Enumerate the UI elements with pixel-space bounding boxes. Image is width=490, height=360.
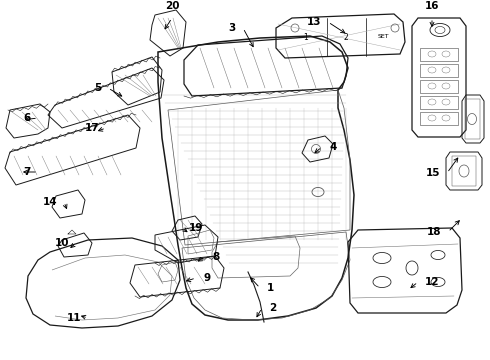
Text: 10: 10 (54, 238, 69, 248)
Text: 15: 15 (425, 168, 440, 178)
Text: 3: 3 (229, 23, 236, 33)
Text: 5: 5 (94, 83, 101, 93)
Text: 11: 11 (67, 313, 81, 323)
Text: 4: 4 (329, 142, 336, 152)
Text: 2: 2 (269, 303, 276, 313)
Text: 2: 2 (343, 32, 348, 41)
Text: 18: 18 (426, 227, 441, 237)
Text: 12: 12 (425, 277, 440, 287)
Text: 20: 20 (165, 1, 179, 11)
Text: 6: 6 (24, 113, 31, 123)
Text: 16: 16 (425, 1, 439, 11)
Text: 13: 13 (307, 17, 321, 27)
Text: 7: 7 (24, 167, 31, 177)
Text: 17: 17 (84, 123, 99, 133)
Text: 14: 14 (42, 197, 57, 207)
Text: 1: 1 (267, 283, 274, 293)
Text: 8: 8 (212, 252, 219, 262)
Text: 9: 9 (203, 273, 210, 283)
Text: 19: 19 (189, 223, 203, 233)
Text: SET: SET (377, 35, 389, 40)
Text: 1: 1 (304, 32, 308, 41)
